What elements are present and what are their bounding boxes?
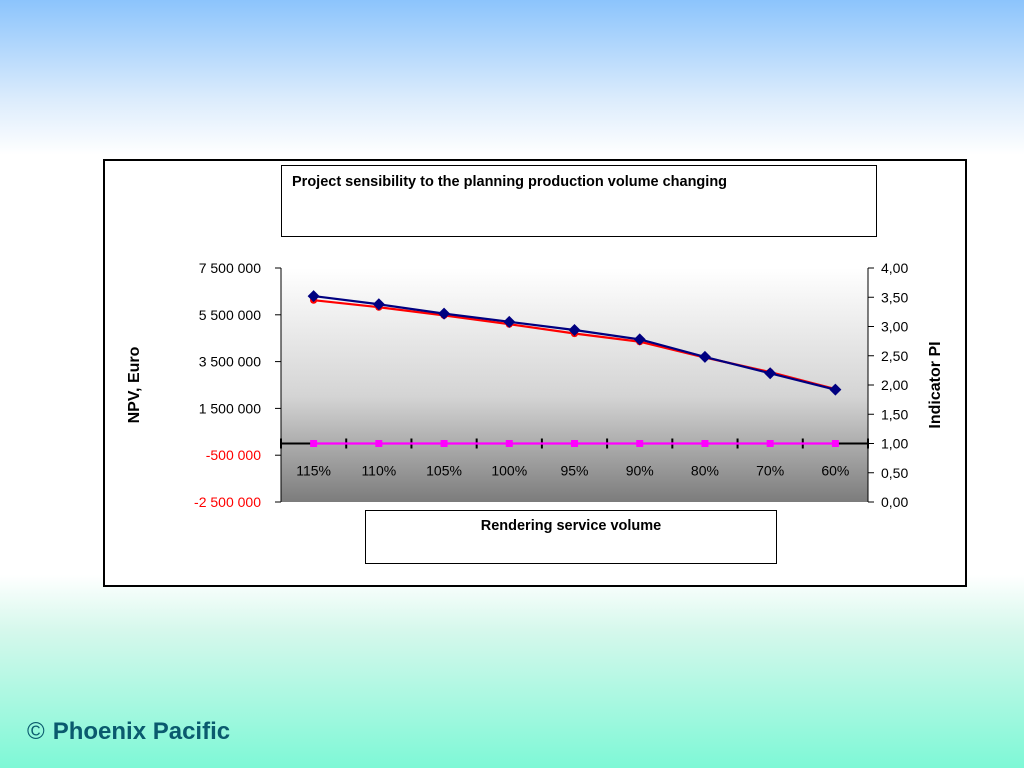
y-right-tick-label: 1,50: [881, 406, 908, 422]
data-point-square: [505, 440, 513, 447]
chart-title-box: Project sensibility to the planning prod…: [281, 165, 877, 237]
y-right-tick-label: 2,00: [881, 377, 908, 393]
data-point-diamond: [633, 333, 646, 346]
x-tick-label: 95%: [560, 463, 588, 479]
y-right-tick-label: 2,50: [881, 348, 908, 364]
data-point-square: [636, 440, 644, 447]
y-right-tick-label: 0,50: [881, 465, 908, 481]
data-point-square: [375, 440, 383, 447]
y-left-tick-label: 1 500 000: [199, 400, 261, 416]
y-right-tick-label: 0,00: [881, 494, 908, 510]
y-left-tick-label: -2 500 000: [194, 494, 261, 510]
copyright-footer: © Phoenix Pacific: [27, 718, 230, 746]
chart-title: Project sensibility to the planning prod…: [292, 174, 728, 190]
brand-name: Phoenix Pacific: [52, 718, 231, 745]
x-axis-title: Rendering service volume: [480, 518, 662, 534]
x-tick-label: 70%: [756, 463, 784, 479]
y-left-axis-title: NPV, Euro: [126, 346, 143, 423]
data-point-diamond: [764, 367, 777, 380]
data-point-diamond: [698, 350, 711, 363]
y-right-tick-label: 3,50: [881, 289, 908, 305]
data-point-diamond: [307, 290, 320, 303]
data-point-square: [701, 440, 709, 447]
y-right-axis-title: Indicator PI: [927, 341, 944, 428]
data-point-square: [766, 440, 774, 447]
data-point-diamond: [372, 298, 385, 311]
x-tick-label: 105%: [426, 463, 462, 479]
y-left-tick-label: 5 500 000: [199, 307, 261, 323]
y-left-tick-label: -500 000: [206, 447, 261, 463]
data-point-diamond: [503, 315, 516, 328]
data-point-square: [571, 440, 578, 447]
x-tick-label: 60%: [821, 463, 849, 479]
x-tick-label: 100%: [491, 463, 527, 479]
copyright-icon: ©: [27, 718, 45, 745]
y-left-tick-label: 7 500 000: [199, 260, 261, 276]
x-tick-label: 90%: [626, 463, 654, 479]
data-point-diamond: [829, 383, 842, 396]
y-left-tick-label: 3 500 000: [199, 354, 261, 370]
data-point-square: [831, 440, 839, 447]
x-axis-title-box: Rendering service volume: [365, 510, 777, 564]
y-right-tick-label: 4,00: [881, 260, 908, 276]
x-tick-label: 115%: [296, 463, 331, 479]
data-point-square: [310, 440, 318, 447]
data-point-square: [440, 440, 448, 447]
data-point-diamond: [438, 307, 451, 320]
x-tick-label: 110%: [361, 463, 396, 479]
y-right-tick-label: 1,00: [881, 436, 908, 452]
data-point-diamond: [568, 324, 581, 337]
x-tick-label: 80%: [691, 463, 719, 479]
y-right-tick-label: 3,00: [881, 319, 908, 335]
